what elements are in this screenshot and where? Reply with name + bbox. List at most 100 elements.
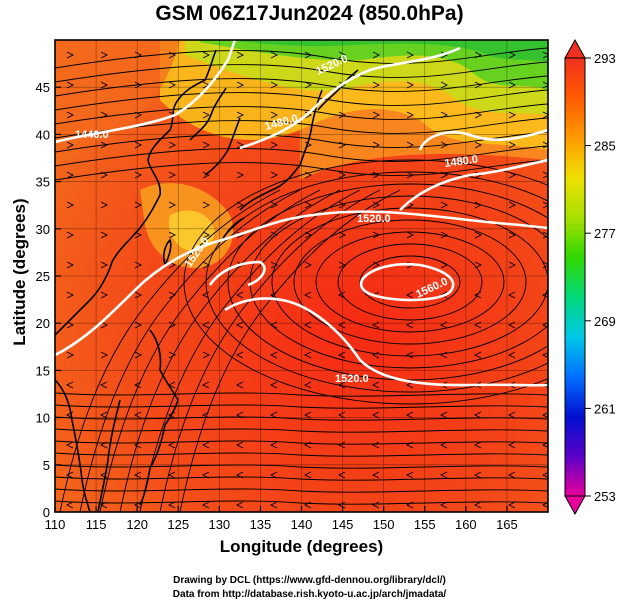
wind-arrowhead [542,231,548,239]
wind-arrowhead [439,441,448,449]
wind-arrowhead [269,351,278,359]
wind-arrowhead [100,81,109,89]
wind-arrowhead [337,411,346,419]
wind-arrowhead [439,291,448,299]
wind-arrowhead [202,351,211,359]
colorbar: 293 285 277 269 261 253 [564,38,616,516]
wind-arrowhead [235,291,244,299]
streamline [293,219,527,345]
wind-arrowhead [371,381,380,389]
wind-arrowhead [541,441,548,449]
wind-arrowhead [303,321,312,329]
y-tick-label: 15 [36,363,50,378]
wind-arrowhead [134,51,143,59]
wind-arrowhead [507,441,516,449]
wind-arrowhead [507,291,516,299]
wind-arrowhead [134,351,143,359]
wind-arrowhead [337,381,346,389]
wind-arrowhead [100,321,109,329]
wind-arrowhead [66,51,75,59]
wind-arrowhead [474,141,483,149]
streamline [55,488,548,493]
contour-1520-ne [399,158,548,211]
wind-arrowhead [168,351,177,359]
wind-arrowhead [65,381,74,389]
wind-arrowhead [134,201,143,209]
wind-arrowhead [440,201,449,209]
contour-label: 1440.0 [75,129,109,141]
wind-arrowhead [439,471,448,479]
wind-arrowhead [235,441,244,449]
wind-arrowhead [440,171,449,179]
wind-arrowhead [440,51,449,59]
wind-arrowhead [235,471,244,479]
wind-arrowhead [541,501,548,509]
wind-arrowhead [66,231,75,239]
field-deep-green [230,40,548,62]
streamline [179,189,401,512]
wind-arrowhead [440,231,449,239]
credit-data-source: Data from http://database.rish.kyoto-u.a… [172,589,447,600]
wind-arrowhead [406,81,415,89]
x-tick-label: 140 [291,517,313,532]
y-axis-ticks: 0 5 10 15 20 25 30 35 40 45 [36,80,61,520]
wind-arrowhead [440,111,449,119]
streamline [55,416,548,421]
wind-arrowhead [304,201,313,209]
wind-arrowhead [270,171,279,179]
wind-arrowhead [133,501,142,509]
wind-arrowhead [99,411,108,419]
wind-arrowhead [338,51,347,59]
wind-arrowhead [65,501,74,509]
wind-arrowhead [100,141,109,149]
streamline [55,428,548,433]
wind-arrowhead [168,291,177,299]
wind-arrowhead [338,201,347,209]
wind-arrowhead [508,81,517,89]
wind-arrowhead [508,141,517,149]
wind-arrowhead [202,261,211,269]
wind-arrowhead [406,171,415,179]
height-contours [55,40,548,387]
wind-arrowhead [66,321,75,329]
wind-arrowhead [473,321,482,329]
wind-arrowhead [99,501,108,509]
streamline [227,183,548,381]
wind-arrowhead [236,171,245,179]
wind-arrowhead [405,351,414,359]
streamline [55,117,548,139]
wind-arrowhead [269,501,278,509]
coastline-taiwan [163,238,172,268]
coastlines [55,49,359,512]
coastline-japan-main [239,89,323,211]
wind-arrowhead [473,411,482,419]
y-axis-label: Latitude (degrees) [10,198,29,346]
wind-arrowhead [202,171,211,179]
y-tick-label: 35 [36,175,50,190]
streamline [55,464,548,469]
wind-arrowhead [338,261,347,269]
contour-1480-east [418,128,548,151]
streamline [359,255,461,309]
wind-arrowhead [134,171,143,179]
streamline [183,159,548,405]
wind-arrowhead [201,471,210,479]
wind-arrowhead [65,441,74,449]
wind-arrowhead [406,231,415,239]
wind-arrowhead [508,51,517,59]
wind-arrowhead [406,141,415,149]
contour-1440-west [55,40,237,144]
field-yellow-patch [168,210,215,252]
wind-arrowhead [167,441,176,449]
contour-1520-south [224,297,548,387]
wind-arrowhead [405,381,414,389]
streamline [55,159,548,181]
coastline-philippines [139,329,179,506]
x-tick-label: 160 [455,517,477,532]
wind-arrowhead [474,201,483,209]
wind-arrowhead [134,321,143,329]
streamline [55,145,548,167]
wind-arrowhead [439,501,448,509]
wind-arrowhead [66,291,75,299]
x-tick-label: 165 [496,517,518,532]
